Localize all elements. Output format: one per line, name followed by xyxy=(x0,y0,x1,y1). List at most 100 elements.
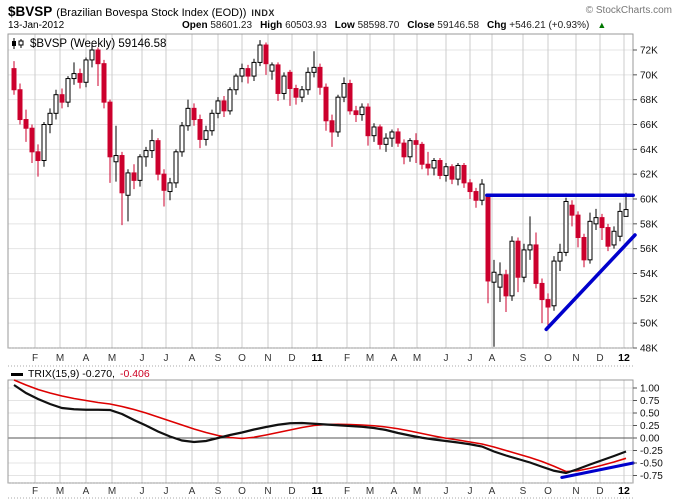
ohlc-readout: Open 58601.23 High 60503.93 Low 58598.70 Cl… xyxy=(182,20,606,31)
trix-x-axis: F M A M J J A S O N D 11 F M A M J J A S O N D 12 xyxy=(8,482,633,499)
candle-down xyxy=(161,169,167,207)
high-label: High xyxy=(260,20,283,31)
change-value: +546.21 (+0.93%) xyxy=(509,20,590,31)
candle-down xyxy=(287,69,293,106)
candle-body xyxy=(533,244,539,284)
candle-up xyxy=(53,89,59,120)
candle-up xyxy=(209,109,215,136)
x-month-label: F xyxy=(344,353,350,364)
candle-body xyxy=(347,83,353,112)
candle-body xyxy=(377,126,383,145)
candle-body xyxy=(53,94,59,114)
y-axis-label: 52K xyxy=(640,294,658,305)
y-axis-label: 62K xyxy=(640,170,658,181)
y-axis-label: 64K xyxy=(640,145,658,156)
exchange-label: INDX xyxy=(251,8,275,18)
candle-down xyxy=(23,109,29,142)
x-month-label: M xyxy=(366,353,374,364)
candle-body xyxy=(407,140,413,158)
candle-down xyxy=(461,162,467,188)
candle-body xyxy=(185,107,191,127)
x-month-label: 11 xyxy=(311,485,322,497)
candle-up xyxy=(167,177,173,201)
low-readout: Low 58598.70 xyxy=(335,20,400,31)
candle-body xyxy=(341,83,347,98)
candle-down xyxy=(59,88,65,109)
candlestick-icon xyxy=(12,38,24,49)
candle-body xyxy=(395,131,401,144)
candle-down xyxy=(17,83,23,125)
copyright-link[interactable]: © StockCharts.com xyxy=(585,5,672,16)
candle-body xyxy=(125,172,131,196)
candle-up xyxy=(233,73,239,95)
candle-body xyxy=(575,214,581,238)
candle-down xyxy=(317,63,323,95)
x-month-label: A xyxy=(489,353,496,364)
x-month-label: O xyxy=(544,353,552,364)
x-month-label: J xyxy=(164,353,169,364)
candle-body xyxy=(77,73,83,83)
y-axis-label: 54K xyxy=(640,269,658,280)
candle-body xyxy=(353,110,359,116)
x-month-label: S xyxy=(520,486,527,497)
y-axis-label: 50K xyxy=(640,319,658,330)
x-month-label: S xyxy=(215,486,222,497)
candle-body xyxy=(95,49,101,65)
candle-up xyxy=(587,212,593,264)
y-axis-label: 72K xyxy=(640,46,658,57)
candle-down xyxy=(437,158,443,180)
x-month-label: D xyxy=(288,486,295,497)
candle-up xyxy=(551,256,557,311)
quote-date: 13-Jan-2012 xyxy=(8,20,65,31)
candle-down xyxy=(515,237,521,293)
close-readout: Close 59146.58 xyxy=(407,20,479,31)
candle-body xyxy=(389,131,395,139)
candle-up xyxy=(359,103,365,121)
price-trendline xyxy=(544,233,637,332)
candle-body xyxy=(131,172,137,181)
candle-body xyxy=(209,112,215,132)
candle-body xyxy=(425,163,431,169)
candle-up xyxy=(251,58,257,82)
candle-body xyxy=(107,101,113,158)
candle-down xyxy=(131,164,137,190)
candle-body xyxy=(83,59,89,83)
candle-body xyxy=(65,78,71,103)
candle-up xyxy=(521,243,527,283)
candle-up xyxy=(335,94,341,137)
candle-body xyxy=(293,87,299,98)
candle-body xyxy=(203,130,209,140)
candle-body xyxy=(317,66,323,88)
candle-down xyxy=(221,95,227,118)
candle-up xyxy=(407,138,413,162)
x-month-label: A xyxy=(189,353,196,364)
candle-up xyxy=(563,197,569,257)
candle-up xyxy=(179,122,185,157)
trix-trendline xyxy=(560,461,635,479)
candle-down xyxy=(197,114,203,149)
candle-up xyxy=(281,72,287,100)
x-month-label: A xyxy=(391,486,398,497)
open-label: Open xyxy=(182,20,208,31)
candle-down xyxy=(365,103,371,146)
candle-up xyxy=(557,243,563,272)
candle-up xyxy=(491,259,497,347)
candle-body xyxy=(539,282,545,301)
candle-body xyxy=(593,217,599,225)
candle-up xyxy=(227,87,233,115)
candle-body xyxy=(323,86,329,122)
candle-body xyxy=(359,106,365,116)
candle-body xyxy=(299,89,305,98)
candle-down xyxy=(473,187,479,208)
candle-body xyxy=(251,61,257,77)
y-axis-label: 0.50 xyxy=(640,409,660,420)
candle-body xyxy=(287,71,293,89)
candle-down xyxy=(95,47,101,87)
candle-down xyxy=(449,164,455,185)
x-month-label: 11 xyxy=(311,352,322,364)
x-month-label: N xyxy=(572,486,579,497)
x-month-label: J xyxy=(140,486,145,497)
candle-body xyxy=(71,73,77,80)
candle-down xyxy=(77,68,83,89)
